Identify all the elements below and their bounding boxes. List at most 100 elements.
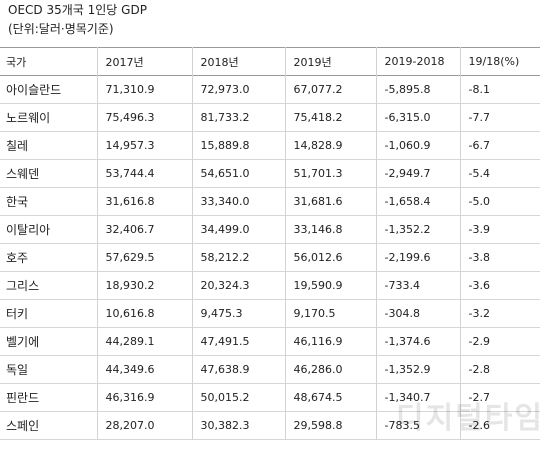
cell-2018: 33,340.0 <box>191 187 285 216</box>
cell-2019: 75,418.2 <box>284 103 376 132</box>
cell-2019: 9,170.5 <box>284 299 376 328</box>
header-row: 국가 2017년 2018년 2019년 2019-2018 19/18(%) <box>0 47 540 76</box>
cell-country: 핀란드 <box>6 391 40 405</box>
cell-country: 칠레 <box>6 139 29 153</box>
table-row: 한국 31,616.8 33,340.0 31,681.6 -1,658.4 -5.0 <box>0 187 540 216</box>
cell-percent: -2.7 <box>459 383 540 412</box>
cell-2017: 71,310.9 <box>96 75 192 104</box>
cell-2019: 31,681.6 <box>284 187 376 216</box>
cell-2018: 47,491.5 <box>191 327 285 356</box>
table-row: 터키 10,616.8 9,475.3 9,170.5 -304.8 -3.2 <box>0 299 540 328</box>
cell-2019: 14,828.9 <box>284 131 376 160</box>
cell-2019: 56,012.6 <box>284 243 376 272</box>
cell-percent: -3.2 <box>459 299 540 328</box>
cell-country: 터키 <box>6 307 29 321</box>
header-percent: 19/18(%) <box>459 47 540 76</box>
table-row: 스페인 28,207.0 30,382.3 29,598.8 -783.5 -2.6 <box>0 411 540 440</box>
cell-country: 스페인 <box>6 419 40 433</box>
cell-change: -2,199.6 <box>375 243 460 272</box>
cell-2017: 32,406.7 <box>96 215 192 244</box>
cell-percent: -2.6 <box>459 411 540 440</box>
cell-2019: 29,598.8 <box>284 411 376 440</box>
cell-change: -733.4 <box>375 271 460 300</box>
cell-percent: -2.8 <box>459 355 540 384</box>
cell-2017: 57,629.5 <box>96 243 192 272</box>
cell-2017: 18,930.2 <box>96 271 192 300</box>
cell-2018: 34,499.0 <box>191 215 285 244</box>
cell-2019: 19,590.9 <box>284 271 376 300</box>
cell-country: 이탈리아 <box>6 223 51 237</box>
cell-2018: 30,382.3 <box>191 411 285 440</box>
cell-percent: -5.4 <box>459 159 540 188</box>
cell-country: 그리스 <box>6 279 40 293</box>
cell-2017: 44,289.1 <box>96 327 192 356</box>
cell-2018: 9,475.3 <box>191 299 285 328</box>
cell-percent: -8.1 <box>459 75 540 104</box>
header-country: 국가 <box>6 55 27 69</box>
cell-2017: 14,957.3 <box>96 131 192 160</box>
header-change: 2019-2018 <box>375 47 460 76</box>
header-2018: 2018년 <box>191 47 285 76</box>
cell-change: -1,658.4 <box>375 187 460 216</box>
gdp-table: 국가 2017년 2018년 2019년 2019-2018 19/18(%) … <box>0 47 540 440</box>
cell-2017: 44,349.6 <box>96 355 192 384</box>
table-row: 벨기에 44,289.1 47,491.5 46,116.9 -1,374.6 -2.9 <box>0 327 540 356</box>
cell-change: -783.5 <box>375 411 460 440</box>
cell-change: -304.8 <box>375 299 460 328</box>
cell-percent: -6.7 <box>459 131 540 160</box>
cell-change: -2,949.7 <box>375 159 460 188</box>
watermark-logo: 디지털타임스 <box>396 401 540 436</box>
cell-country: 노르웨이 <box>6 111 51 125</box>
cell-change: -1,352.2 <box>375 215 460 244</box>
cell-2018: 54,651.0 <box>191 159 285 188</box>
table-title: OECD 35개국 1인당 GDP <box>8 3 147 17</box>
header-2017: 2017년 <box>96 47 192 76</box>
cell-2019: 51,701.3 <box>284 159 376 188</box>
cell-2018: 81,733.2 <box>191 103 285 132</box>
table-row: 아이슬란드 71,310.9 72,973.0 67,077.2 -5,895.8 -8.… <box>0 75 540 104</box>
cell-percent: -3.9 <box>459 215 540 244</box>
cell-change: -6,315.0 <box>375 103 460 132</box>
cell-country: 스웨덴 <box>6 167 40 181</box>
cell-2017: 31,616.8 <box>96 187 192 216</box>
table-row: 독일 44,349.6 47,638.9 46,286.0 -1,352.9 -2.8 <box>0 355 540 384</box>
cell-2019: 67,077.2 <box>284 75 376 104</box>
cell-percent: -7.7 <box>459 103 540 132</box>
cell-change: -1,060.9 <box>375 131 460 160</box>
cell-change: -1,374.6 <box>375 327 460 356</box>
table-row: 칠레 14,957.3 15,889.8 14,828.9 -1,060.9 -6.7 <box>0 131 540 160</box>
table-row: 노르웨이 75,496.3 81,733.2 75,418.2 -6,315.0 -7.7 <box>0 103 540 132</box>
cell-percent: -3.6 <box>459 271 540 300</box>
cell-change: -1,352.9 <box>375 355 460 384</box>
header-2019: 2019년 <box>284 47 376 76</box>
cell-2018: 15,889.8 <box>191 131 285 160</box>
cell-2018: 58,212.2 <box>191 243 285 272</box>
cell-2018: 47,638.9 <box>191 355 285 384</box>
table-subtitle: (단위:달러·명목기준) <box>8 22 114 36</box>
cell-2019: 33,146.8 <box>284 215 376 244</box>
table-row: 핀란드 46,316.9 50,015.2 48,674.5 -1,340.7 -2.7 <box>0 383 540 412</box>
cell-percent: -2.9 <box>459 327 540 356</box>
cell-2018: 50,015.2 <box>191 383 285 412</box>
cell-country: 아이슬란드 <box>6 83 62 97</box>
cell-2017: 28,207.0 <box>96 411 192 440</box>
cell-change: -5,895.8 <box>375 75 460 104</box>
cell-2019: 48,674.5 <box>284 383 376 412</box>
table-row: 호주 57,629.5 58,212.2 56,012.6 -2,199.6 -3.8 <box>0 243 540 272</box>
table-row: 이탈리아 32,406.7 34,499.0 33,146.8 -1,352.2 -3.9 <box>0 215 540 244</box>
cell-2017: 46,316.9 <box>96 383 192 412</box>
cell-2017: 75,496.3 <box>96 103 192 132</box>
cell-2019: 46,116.9 <box>284 327 376 356</box>
cell-country: 독일 <box>6 363 29 377</box>
cell-percent: -3.8 <box>459 243 540 272</box>
cell-2019: 46,286.0 <box>284 355 376 384</box>
cell-2018: 20,324.3 <box>191 271 285 300</box>
cell-2018: 72,973.0 <box>191 75 285 104</box>
table-row: 스웨덴 53,744.4 54,651.0 51,701.3 -2,949.7 -5.4 <box>0 159 540 188</box>
cell-2017: 53,744.4 <box>96 159 192 188</box>
table-row: 그리스 18,930.2 20,324.3 19,590.9 -733.4 -3.6 <box>0 271 540 300</box>
cell-2017: 10,616.8 <box>96 299 192 328</box>
cell-percent: -5.0 <box>459 187 540 216</box>
cell-country: 한국 <box>6 195 29 209</box>
cell-change: -1,340.7 <box>375 383 460 412</box>
